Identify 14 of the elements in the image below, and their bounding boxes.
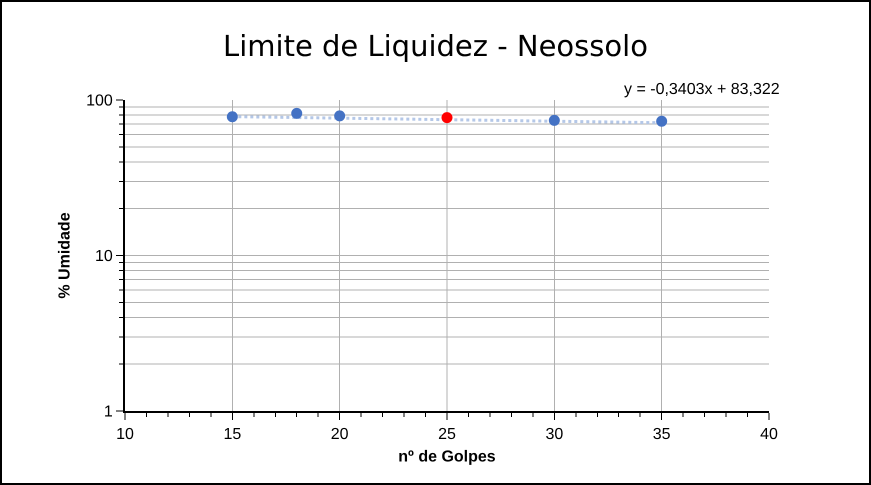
x-tick-label: 15: [223, 426, 242, 444]
x-tick-label: 20: [330, 426, 349, 444]
x-tick-label: 10: [116, 426, 134, 444]
y-axis-title: % Umidade: [56, 212, 74, 299]
y-tick-label: 1: [104, 404, 113, 421]
text: y = -0,3403x + 83,322: [624, 81, 780, 98]
y-tick-label: 10: [95, 248, 113, 266]
x-tick-label: 40: [760, 426, 778, 444]
x-tick-label: 25: [438, 426, 456, 444]
y-tick-label: 100: [86, 92, 113, 110]
x-tick-label: 30: [545, 426, 564, 444]
x-tick-label: 35: [652, 426, 671, 444]
x-axis-title: nº de Golpes: [398, 448, 496, 466]
chart-title: Limite de Liquidez - Neossolo: [223, 28, 648, 63]
